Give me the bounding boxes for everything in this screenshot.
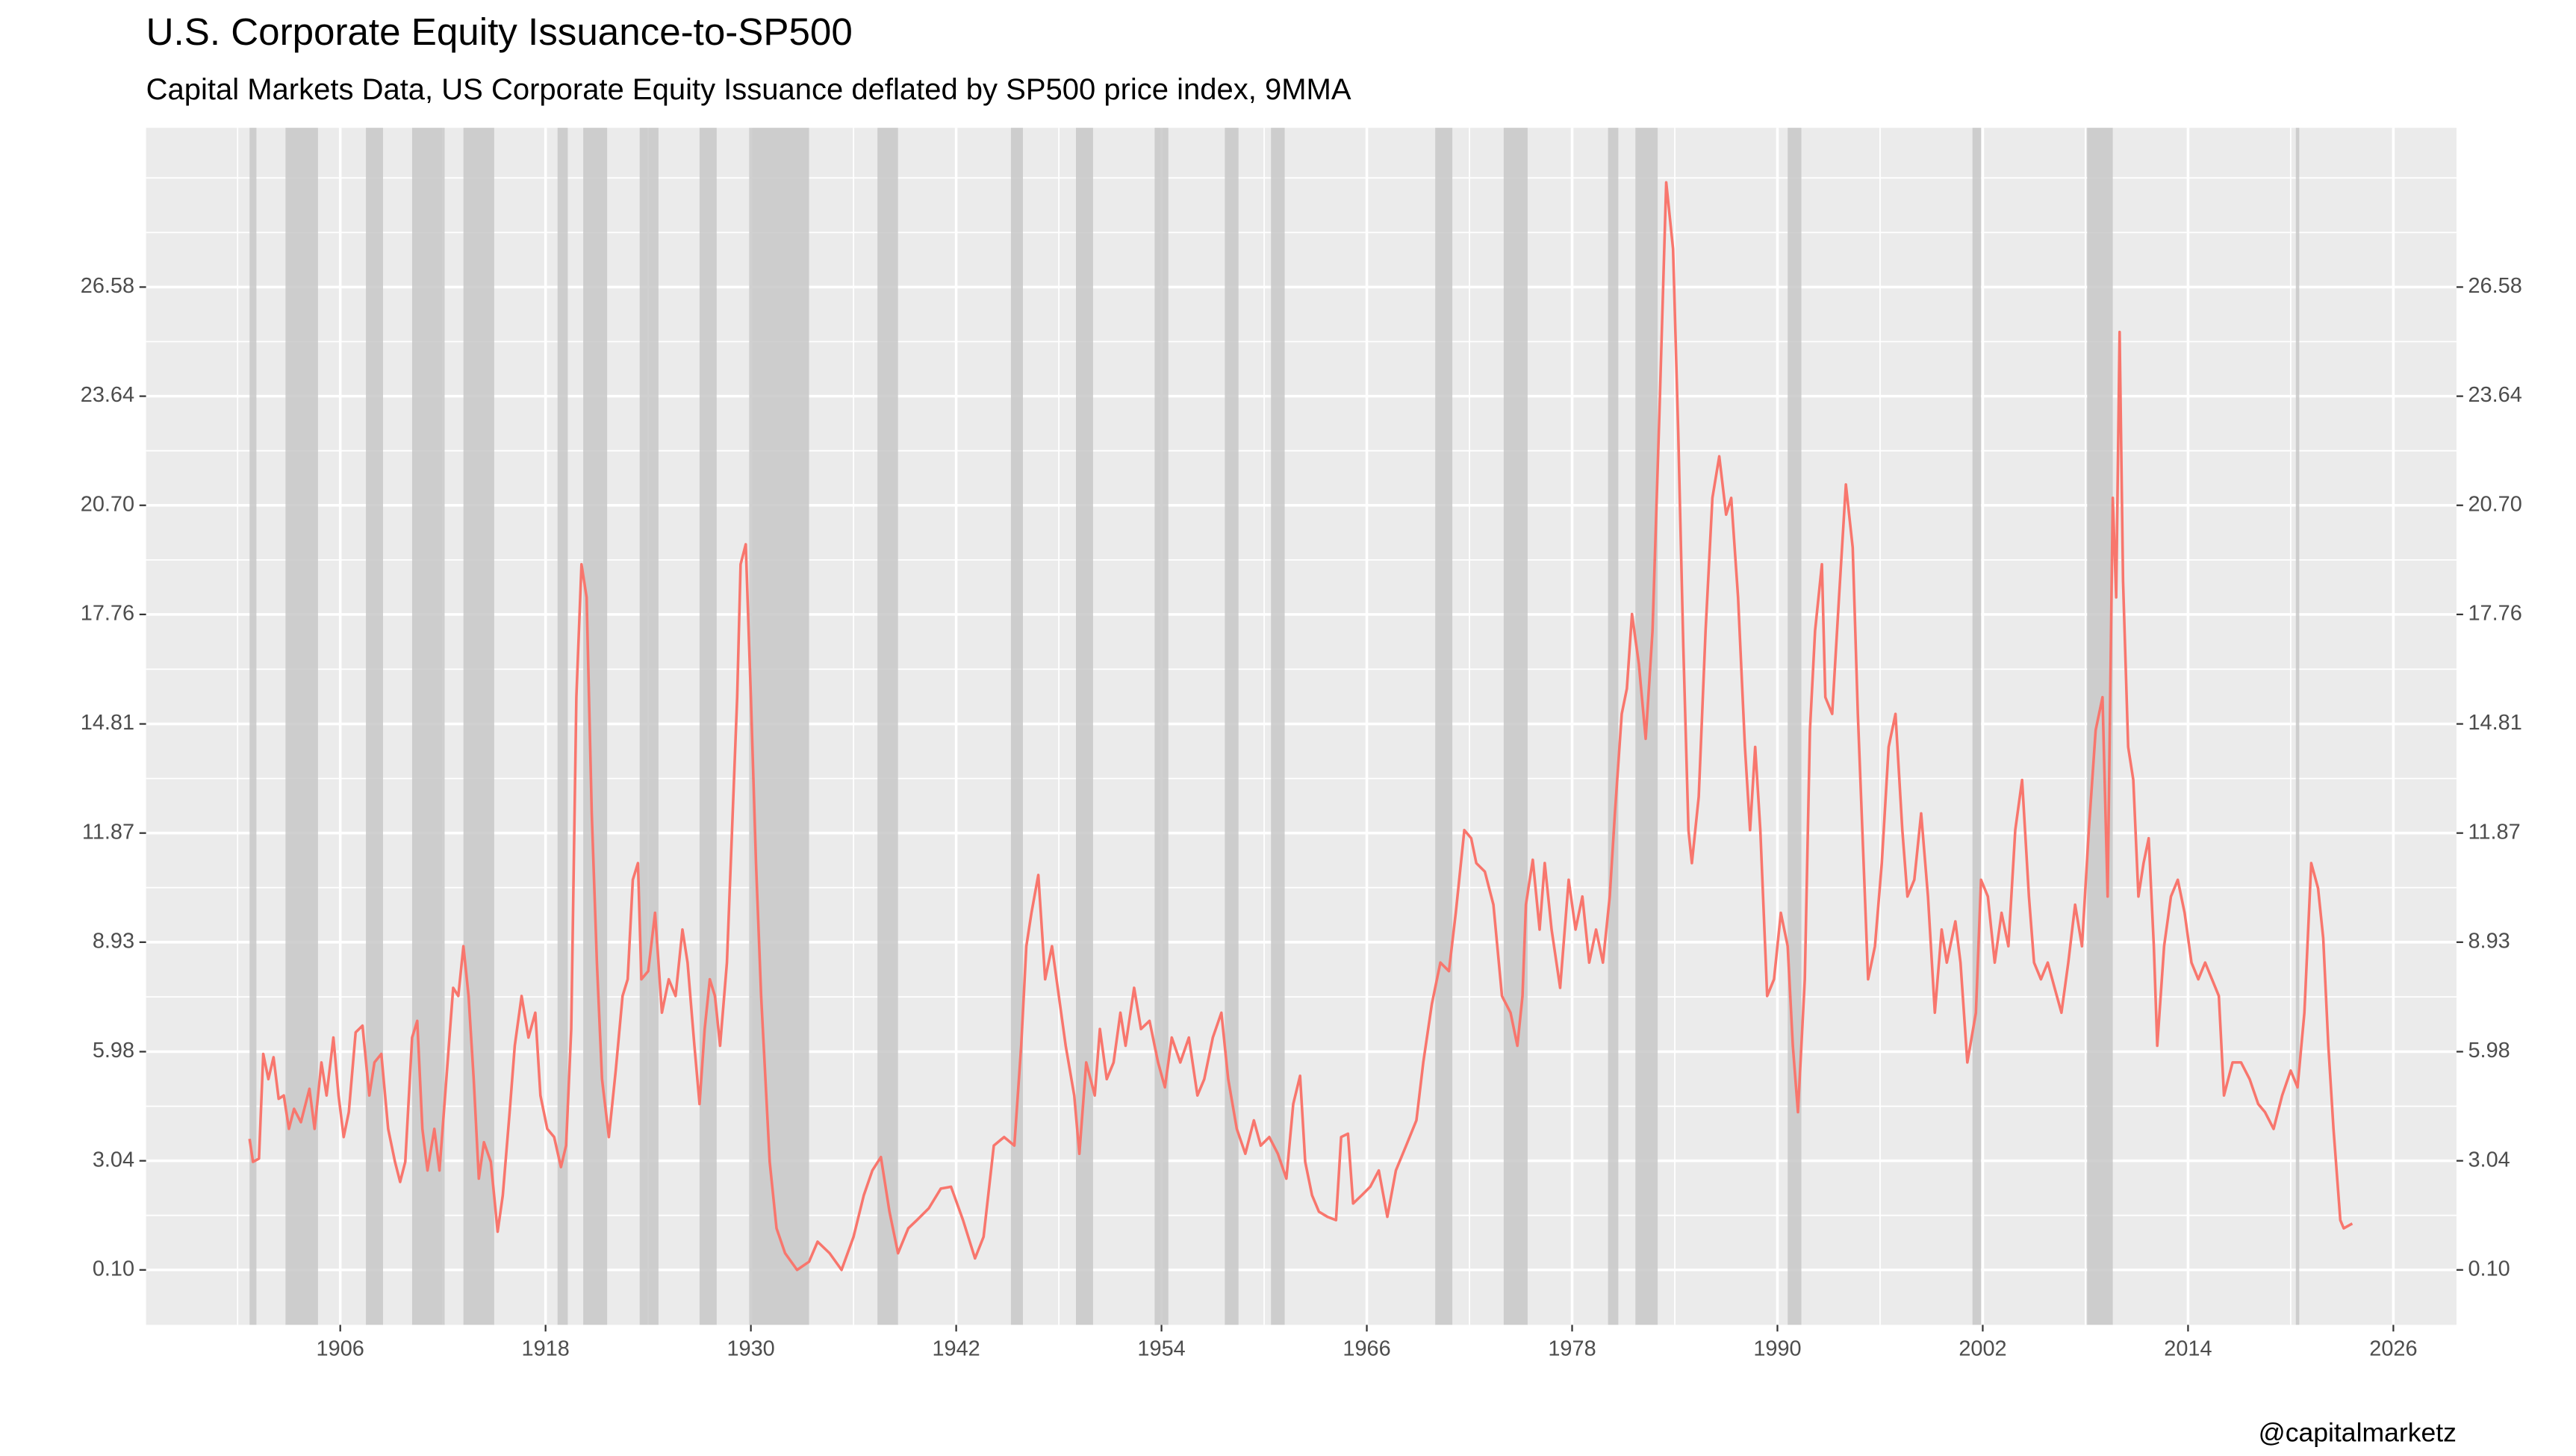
recession-band [249,128,257,1325]
recession-band [1225,128,1239,1325]
y-tick-label: 23.64 [81,383,134,407]
recession-band [1788,128,1802,1325]
x-tick-label: 2026 [2369,1337,2417,1360]
y-tick-label: 5.98 [93,1039,134,1063]
y2-tick-label: 3.04 [2468,1148,2510,1172]
caption: @capitalmarketz [2259,1417,2457,1447]
recession-band [1972,128,1982,1325]
y2-tick-label: 23.64 [2468,383,2522,407]
recession-band [2295,128,2300,1325]
recession-band [557,128,568,1325]
recession-band [1076,128,1093,1325]
recession-band [1010,128,1023,1325]
recession-band [1435,128,1453,1325]
x-tick-label: 1942 [932,1337,980,1360]
x-tick-label: 1966 [1343,1337,1390,1360]
x-tick-label: 1906 [317,1337,364,1360]
panel [146,128,2457,1325]
y2-tick-label: 0.10 [2468,1257,2510,1281]
y-tick-label: 14.81 [81,711,134,735]
y-tick-label: 17.76 [81,602,134,626]
x-tick-label: 1978 [1548,1337,1596,1360]
y-tick-label: 8.93 [93,929,134,953]
y2-tick-label: 11.87 [2468,820,2521,844]
y2-tick-label: 8.93 [2468,929,2510,953]
x-tick-label: 1990 [1753,1337,1801,1360]
recession-band [1608,128,1619,1325]
chart-title: U.S. Corporate Equity Issuance-to-SP500 [146,10,853,53]
recession-band [463,128,494,1325]
x-tick-label: 1954 [1137,1337,1185,1360]
recession-band [1503,128,1528,1325]
recession-band [366,128,383,1325]
recession-band [699,128,717,1325]
data-line [248,181,2353,1272]
recession-band [411,128,445,1325]
y2-tick-label: 26.58 [2468,274,2522,298]
y-tick-label: 20.70 [81,492,134,516]
y2-tick-label: 14.81 [2468,711,2522,735]
y-tick-label: 26.58 [81,274,134,298]
y-tick-label: 3.04 [93,1148,134,1172]
y2-tick-label: 17.76 [2468,602,2522,626]
recession-band [1271,128,1285,1325]
y2-tick-label: 5.98 [2468,1039,2510,1063]
y-tick-label: 11.87 [82,820,134,844]
x-tick-label: 2014 [2164,1337,2212,1360]
y-tick-label: 0.10 [93,1257,134,1281]
recession-band [877,128,898,1325]
x-tick-label: 1930 [727,1337,774,1360]
recession-band [583,128,608,1325]
chart-subtitle: Capital Markets Data, US Corporate Equit… [146,73,1351,106]
recession-band [639,128,659,1325]
recession-band [285,128,318,1325]
recession-band [749,128,809,1325]
y2-tick-label: 20.70 [2468,492,2522,516]
x-tick-label: 2002 [1959,1337,2006,1360]
recession-band [2087,128,2113,1325]
x-tick-label: 1918 [522,1337,570,1360]
recession-band [1154,128,1169,1325]
